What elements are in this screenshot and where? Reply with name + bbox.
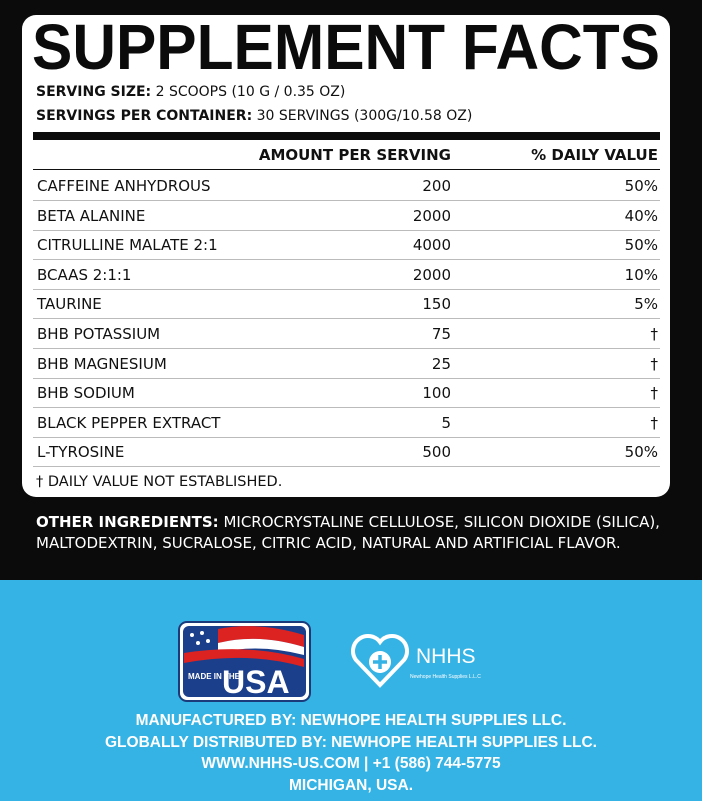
other-ingredients: OTHER INGREDIENTS: MICROCRYSTALINE CELLU… — [36, 512, 666, 554]
ingredient-name: BHB SODIUM — [37, 384, 135, 403]
servings-value: 30 SERVINGS (300G/10.58 OZ) — [256, 108, 473, 124]
ingredient-name: CAFFEINE ANHYDROUS — [37, 177, 211, 195]
amount: 200 — [422, 177, 451, 195]
daily-value: 40% — [624, 206, 658, 225]
amount: 150 — [422, 295, 451, 314]
daily-value: 50% — [624, 443, 658, 462]
header-amount: AMOUNT PER SERVING — [258, 146, 451, 164]
amount: 100 — [422, 384, 451, 403]
table-row: BCAAS 2:1:1 2000 10% — [33, 260, 660, 290]
table-row: BETA ALANINE 2000 40% — [33, 201, 660, 231]
header-dv: % DAILY VALUE — [531, 146, 658, 164]
table-row: BHB SODIUM 100 † — [33, 378, 660, 409]
badge-made-in: MADE IN THE — [188, 672, 241, 681]
daily-value: † — [650, 384, 659, 403]
daily-value: 50% — [624, 177, 658, 195]
amount: 2000 — [412, 206, 451, 225]
ingredient-name: BHB POTASSIUM — [37, 325, 161, 343]
amount: 75 — [431, 325, 451, 343]
table-row: CITRULLINE MALATE 2:1 4000 50% — [33, 230, 660, 261]
daily-value: 10% — [624, 265, 658, 284]
ingredient-name: TAURINE — [37, 295, 102, 314]
other-ingredients-text: MICROCRYSTALINE CELLULOSE, SILICON DIOXI… — [36, 513, 660, 552]
ingredient-name: BETA ALANINE — [37, 206, 146, 225]
serving-size-value: 2 SCOOPS (10 G / 0.35 OZ) — [155, 84, 346, 100]
amount: 2000 — [412, 265, 451, 284]
servings-label: SERVINGS PER CONTAINER: — [36, 108, 253, 124]
nhhs-logo: NHHS Newhope Health Supplies L.L.C — [351, 634, 481, 688]
logo-company: Newhope Health Supplies L.L.C — [410, 674, 481, 680]
table-row: CAFFEINE ANHYDROUS 200 50% — [33, 171, 660, 201]
daily-value: 5% — [634, 295, 658, 314]
other-ingredients-label: OTHER INGREDIENTS: — [36, 513, 219, 531]
ingredient-name: BCAAS 2:1:1 — [37, 265, 132, 284]
badge-usa: USA — [222, 664, 290, 700]
table-row: BHB POTASSIUM 75 † — [33, 319, 660, 349]
facts-panel — [22, 15, 670, 497]
table-header: AMOUNT PER SERVING % DAILY VALUE — [33, 140, 660, 170]
title: SUPPLEMENT FACTS — [32, 16, 660, 76]
daily-value: † — [650, 413, 659, 432]
daily-value: † — [650, 325, 659, 343]
servings-per-container: SERVINGS PER CONTAINER: 30 SERVINGS (300… — [36, 108, 472, 124]
title-svg: SUPPLEMENT FACTS — [32, 16, 660, 76]
amount: 25 — [431, 354, 451, 373]
table-row: BLACK PEPPER EXTRACT 5 † — [33, 408, 660, 438]
footer-line: MICHIGAN, USA. — [289, 776, 413, 794]
table-row: L-TYROSINE 500 50% — [33, 437, 660, 468]
logo-name: NHHS — [416, 645, 476, 668]
serving-size-label: SERVING SIZE: — [36, 84, 152, 100]
amount: 5 — [441, 413, 451, 432]
daily-value: 50% — [624, 236, 658, 255]
amount: 500 — [422, 443, 451, 462]
usa-badge: MADE IN THE USA — [178, 621, 311, 702]
footer-line: WWW.NHHS-US.COM | +1 (586) 744-5775 — [201, 755, 501, 772]
footnote: † DAILY VALUE NOT ESTABLISHED. — [36, 474, 283, 490]
table-row: BHB MAGNESIUM 25 † — [33, 349, 660, 379]
footer-band — [0, 580, 702, 801]
thick-rule — [33, 132, 660, 140]
ingredient-name: L-TYROSINE — [37, 443, 125, 462]
daily-value: † — [650, 354, 659, 373]
ingredient-name: CITRULLINE MALATE 2:1 — [37, 236, 218, 255]
footer-line: GLOBALLY DISTRIBUTED BY: NEWHOPE HEALTH … — [104, 733, 597, 751]
table-row: TAURINE 150 5% — [33, 289, 660, 320]
amount: 4000 — [412, 236, 451, 255]
ingredient-name: BLACK PEPPER EXTRACT — [37, 413, 221, 432]
footer-line: MANUFACTURED BY: NEWHOPE HEALTH SUPPLIES… — [135, 712, 567, 729]
serving-size: SERVING SIZE: 2 SCOOPS (10 G / 0.35 OZ) — [36, 84, 345, 100]
ingredient-name: BHB MAGNESIUM — [37, 354, 167, 373]
